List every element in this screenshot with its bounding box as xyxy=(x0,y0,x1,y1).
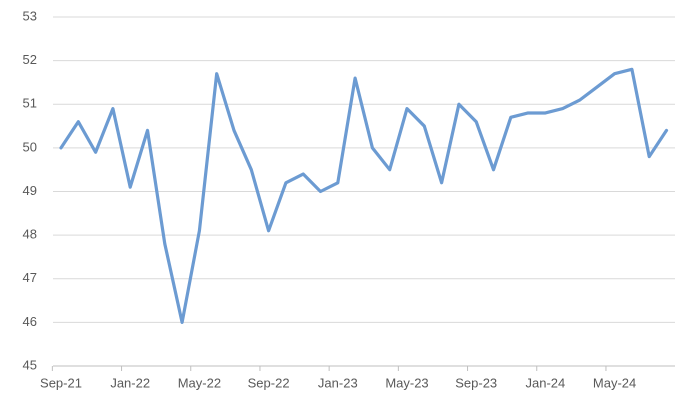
y-tick-label: 45 xyxy=(23,357,37,372)
x-tick-label: Jan-23 xyxy=(318,375,358,390)
x-tick-label: Sep-23 xyxy=(455,375,497,390)
x-tick-label: Sep-22 xyxy=(248,375,290,390)
y-tick-label: 48 xyxy=(23,227,37,242)
y-tick-label: 52 xyxy=(23,52,37,67)
x-tick-label: May-22 xyxy=(178,375,221,390)
x-tick-label: Sep-21 xyxy=(40,375,82,390)
x-tick-label: Jan-22 xyxy=(110,375,150,390)
y-tick-label: 47 xyxy=(23,270,37,285)
y-tick-label: 49 xyxy=(23,183,37,198)
y-tick-label: 51 xyxy=(23,96,37,111)
y-tick-label: 46 xyxy=(23,314,37,329)
x-tick-label: Jan-24 xyxy=(526,375,566,390)
data-line xyxy=(59,67,669,324)
x-tick-label: May-23 xyxy=(385,375,428,390)
x-tick-label: May-24 xyxy=(593,375,636,390)
y-tick-label: 53 xyxy=(23,8,37,23)
y-tick-label: 50 xyxy=(23,139,37,154)
